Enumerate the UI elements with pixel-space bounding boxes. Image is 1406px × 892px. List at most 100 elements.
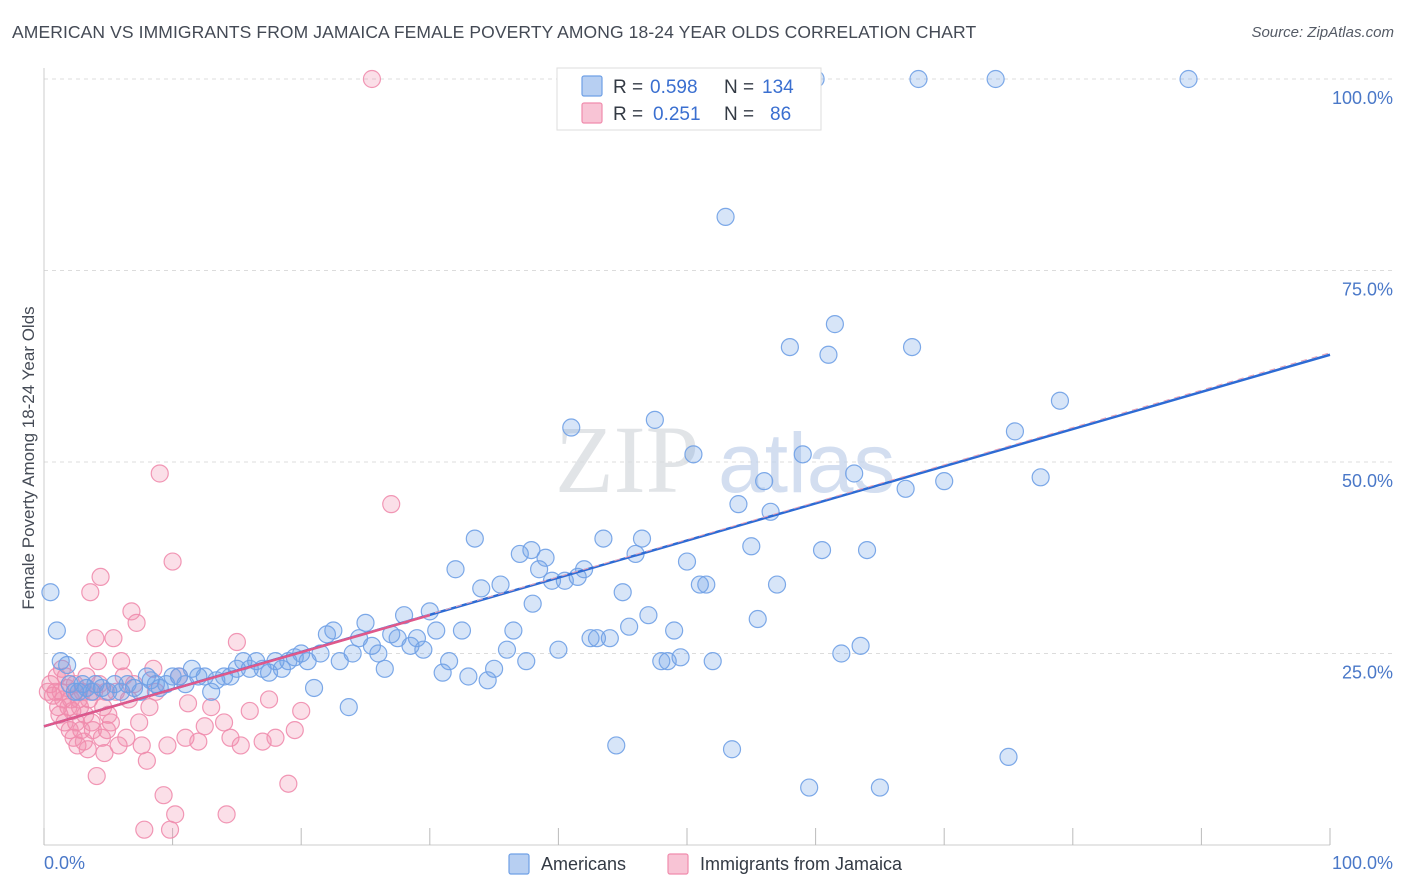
- scatter-point: [986, 69, 1005, 89]
- scatter-point: [95, 743, 114, 763]
- scatter-point: [832, 644, 851, 663]
- scatter-point: [140, 698, 159, 717]
- scatter-point: [452, 621, 472, 640]
- y-tick-label: 25.0%: [1342, 663, 1393, 683]
- scatter-point: [536, 548, 555, 567]
- scatter-point: [1179, 69, 1198, 89]
- scatter-point: [780, 338, 799, 357]
- jamaica-trend-line: [43, 613, 431, 728]
- chart-title: AMERICAN VS IMMIGRANTS FROM JAMAICA FEMA…: [12, 22, 977, 42]
- scatter-point: [86, 629, 105, 648]
- watermark-atlas: atlas: [718, 416, 895, 510]
- scatter-point: [587, 629, 607, 648]
- scatter-point: [104, 629, 123, 648]
- scatter-point: [562, 418, 581, 437]
- scatter-point: [600, 629, 619, 648]
- scatter-point: [530, 560, 549, 579]
- scatter-point: [324, 621, 343, 640]
- legend-r-label-americans: R =: [613, 77, 643, 98]
- y-tick-label: 100.0%: [1332, 88, 1393, 108]
- scatter-point: [109, 736, 128, 755]
- scatter-point: [158, 736, 177, 755]
- x-tick-labels: 0.0% 100.0%: [44, 853, 1393, 873]
- scatter-point: [632, 529, 652, 548]
- scatter-point: [857, 540, 877, 560]
- scatter-point: [231, 736, 250, 755]
- scatter-point: [652, 652, 671, 671]
- scatter-point: [189, 732, 208, 751]
- scatter-point: [414, 640, 433, 659]
- scatter-point: [112, 652, 131, 671]
- legend-swatch-jamaica: [581, 102, 603, 124]
- scatter-point: [135, 820, 154, 839]
- scatter-point: [767, 575, 787, 594]
- scatter-point: [439, 652, 459, 671]
- scatter-point: [491, 575, 510, 594]
- scatter-point: [292, 701, 311, 721]
- trend-lines: [43, 352, 1331, 728]
- scatter-point: [497, 640, 517, 659]
- scatter-point: [369, 644, 388, 663]
- scatter-point: [697, 575, 716, 594]
- scatter-point: [581, 629, 600, 648]
- scatter-point: [88, 652, 108, 671]
- scatter-point: [214, 713, 234, 732]
- scatter-point: [304, 678, 324, 698]
- y-tick-labels: 25.0% 50.0% 75.0% 100.0%: [1332, 88, 1393, 683]
- scatter-point: [427, 621, 446, 640]
- scatter-point: [240, 701, 259, 721]
- axes: [43, 68, 1331, 846]
- scatter-point: [485, 659, 504, 678]
- scatter-point: [217, 805, 236, 824]
- scatter-point: [356, 613, 375, 632]
- scatter-point: [160, 820, 180, 839]
- scatter-point: [41, 583, 60, 602]
- scatter-point: [510, 544, 529, 564]
- scatter-point: [221, 728, 240, 747]
- scatter-point: [909, 69, 928, 89]
- scatter-point: [819, 345, 838, 364]
- scatter-point: [825, 315, 844, 334]
- scatter-point: [285, 720, 304, 740]
- scatter-point: [671, 648, 690, 667]
- scatter-point: [677, 552, 697, 571]
- scatter-point: [343, 644, 362, 663]
- scatter-point: [154, 786, 173, 805]
- scatter-point: [935, 472, 954, 491]
- scatter-point: [459, 667, 478, 686]
- scatter-point: [82, 713, 101, 732]
- scatter-point: [227, 632, 246, 652]
- scatter-point: [639, 606, 658, 625]
- scatter-point: [729, 495, 748, 514]
- scatter-point: [812, 540, 832, 560]
- scatter-point: [132, 736, 151, 755]
- scatter-point: [130, 713, 149, 732]
- scatter-point: [478, 671, 497, 690]
- scatter-point: [742, 537, 761, 556]
- watermark: ZIP atlas: [555, 406, 895, 513]
- scatter-point: [504, 621, 523, 640]
- legend-n-label-americans: N =: [724, 77, 754, 98]
- scatter-point: [433, 663, 452, 682]
- grid-lines: [44, 78, 1395, 654]
- bottom-legend-swatch-americans: [508, 853, 530, 875]
- scatter-point: [465, 529, 484, 548]
- scatter-point: [339, 698, 358, 717]
- scatter-point: [896, 479, 915, 498]
- bottom-legend-swatch-jamaica: [667, 853, 689, 875]
- scatter-point: [607, 736, 626, 755]
- scatter-point: [902, 338, 922, 357]
- legend-r-americans: 0.598: [650, 77, 698, 98]
- scatter-point: [999, 747, 1018, 767]
- x-tick-label: 100.0%: [1332, 853, 1393, 873]
- legend-n-americans: 134: [762, 77, 794, 98]
- scatter-point: [266, 728, 285, 747]
- scatter-point: [793, 445, 812, 464]
- legend-box: R = 0.598 N = 134 R = 0.251 N = 86: [556, 67, 822, 131]
- scatter-point: [195, 717, 214, 736]
- scatter-point: [311, 644, 330, 663]
- scatter-point: [78, 740, 97, 759]
- scatter-point: [382, 495, 401, 514]
- scatter-point: [800, 778, 819, 797]
